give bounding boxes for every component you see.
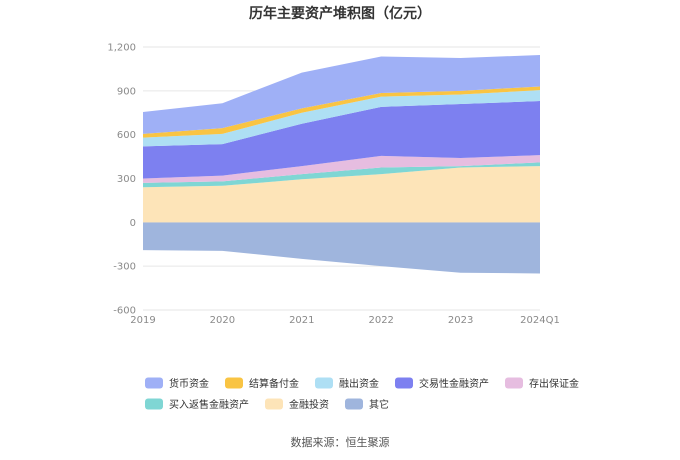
y-tick-label: 300	[117, 174, 136, 185]
data-source: 数据来源：恒生聚源	[291, 435, 390, 449]
area-series[interactable]	[143, 166, 540, 223]
legend-label: 其它	[369, 398, 389, 411]
y-tick-label: 1,200	[107, 43, 136, 54]
x-tick-label: 2020	[210, 315, 235, 326]
y-tick-label: -300	[113, 262, 136, 273]
y-tick-label: 900	[117, 86, 136, 97]
legend-item[interactable]: 融出资金	[315, 377, 379, 390]
legend-label: 买入返售金融资产	[169, 398, 249, 411]
x-tick-label: 2023	[448, 315, 473, 326]
legend-item[interactable]: 存出保证金	[505, 377, 579, 390]
legend-swatch	[265, 398, 283, 410]
legend-label: 金融投资	[289, 398, 329, 411]
legend-item[interactable]: 结算备付金	[225, 377, 299, 390]
x-tick-label: 2019	[130, 315, 155, 326]
area-series[interactable]	[143, 162, 540, 188]
y-tick-label: 0	[130, 218, 136, 229]
legend-label: 交易性金融资产	[419, 377, 489, 390]
legend-label: 货币资金	[169, 377, 209, 390]
legend-item[interactable]: 买入返售金融资产	[145, 398, 249, 411]
y-tick-label: 600	[117, 130, 136, 141]
legend-swatch	[225, 377, 243, 389]
x-axis: 2019 2020 2021 2022 2023 2024Q1	[130, 315, 560, 326]
legend-swatch	[505, 377, 523, 389]
legend-swatch	[395, 377, 413, 389]
legend-item[interactable]: 金融投资	[265, 398, 329, 411]
legend-item[interactable]: 货币资金	[145, 377, 209, 390]
x-tick-label: 2022	[368, 315, 393, 326]
legend-item[interactable]: 交易性金融资产	[395, 377, 489, 390]
x-tick-label: 2021	[289, 315, 314, 326]
area-series[interactable]	[143, 86, 540, 138]
x-tick-label: 2024Q1	[520, 315, 560, 326]
legend-swatch	[145, 398, 163, 410]
area-series[interactable]	[143, 55, 540, 134]
legend-label: 融出资金	[339, 377, 379, 390]
legend-swatch	[345, 398, 363, 410]
chart-title: 历年主要资产堆积图（亿元）	[249, 5, 431, 22]
legend-item[interactable]: 其它	[345, 398, 389, 411]
legend-swatch	[145, 377, 163, 389]
areas	[143, 55, 540, 274]
y-tick-label: -600	[113, 306, 136, 317]
area-series[interactable]	[143, 101, 540, 179]
legend-label: 存出保证金	[529, 377, 579, 390]
area-series[interactable]	[143, 90, 540, 147]
area-series[interactable]	[143, 222, 540, 274]
area-series[interactable]	[143, 155, 540, 183]
legend-swatch	[315, 377, 333, 389]
y-axis: 1,200 900 600 300 0 -300 -600	[107, 43, 136, 317]
legend-label: 结算备付金	[249, 377, 299, 390]
